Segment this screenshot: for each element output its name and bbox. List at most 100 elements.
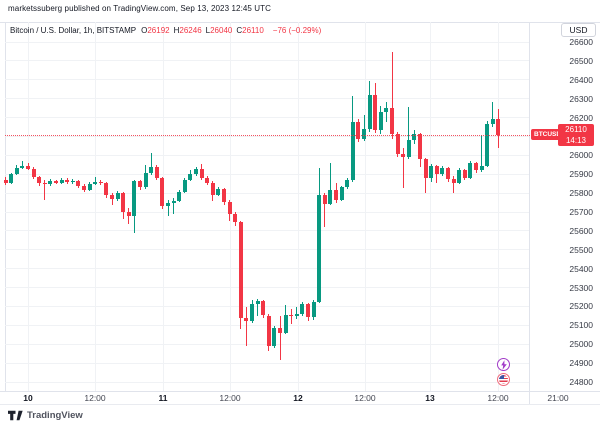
candle-body (390, 108, 394, 135)
candle-body (143, 173, 148, 188)
ohlc-H: H26246 (173, 26, 202, 35)
candle-wick (408, 106, 410, 160)
candle-body (194, 168, 198, 174)
candle-body (227, 202, 232, 214)
us-economic-event-icon[interactable] (497, 373, 510, 386)
candle-wick (257, 298, 259, 317)
footer-brand[interactable]: TradingView (8, 410, 83, 421)
candle-body (171, 200, 176, 204)
price-tick-label: 25000 (569, 339, 593, 350)
symbol-title[interactable]: Bitcoin / U.S. Dollar, 1h, BITSTAMP (10, 26, 137, 35)
candle-body (3, 179, 8, 183)
grid-line-h (5, 249, 529, 251)
ohlc-L: L26040 (205, 26, 233, 35)
candle-body (138, 181, 142, 188)
time-tick-label: 10 (23, 393, 33, 403)
grid-line-h (5, 287, 529, 289)
lightning-icon (500, 359, 507, 370)
candle-body (115, 193, 120, 200)
candle-wick (385, 102, 387, 122)
time-tick-label: 12 (293, 393, 303, 403)
candle-body (177, 191, 182, 201)
candle-wick (329, 162, 331, 206)
price-tick-label: 25100 (569, 320, 593, 331)
time-tick-label: 13 (425, 393, 435, 403)
candle-body (300, 304, 305, 314)
candle-body (401, 154, 406, 157)
candle-wick (44, 180, 46, 200)
candle-body (121, 193, 126, 213)
candle-wick (402, 148, 404, 188)
candle-body (98, 181, 103, 184)
candle-body (457, 170, 462, 184)
candle-body (294, 313, 299, 317)
price-tick-label: 25800 (569, 188, 593, 199)
symbol-price-chip: BTCUSD (531, 129, 565, 140)
candle-body (322, 195, 327, 205)
price-tick-label: 24900 (569, 358, 593, 369)
candle-wick (167, 200, 169, 217)
candle-body (283, 314, 288, 333)
candle-body (345, 179, 350, 188)
candle-wick (21, 161, 23, 170)
time-tick-label: 12:00 (219, 393, 241, 403)
tradingview-logo-icon (8, 410, 23, 421)
candle-body (429, 166, 434, 178)
grid-line-v (498, 22, 499, 391)
candle-wick (296, 307, 298, 319)
price-tick-label: 24800 (569, 377, 593, 387)
price-tick-label: 26300 (569, 93, 593, 104)
candle-body (82, 185, 86, 190)
chart-legend: Bitcoin / U.S. Dollar, 1h, BITSTAMP O261… (10, 26, 321, 35)
candle-body (160, 178, 165, 206)
price-tick-label: 25600 (569, 225, 593, 236)
candle-body (233, 213, 238, 223)
crypto-event-icon[interactable] (497, 358, 510, 371)
candle-body (278, 327, 282, 333)
grid-line-h (5, 305, 529, 307)
chart-plot-area[interactable] (5, 22, 529, 391)
candle-body (154, 167, 159, 178)
candle-wick (245, 306, 247, 346)
last-price-line (5, 134, 558, 136)
candle-body (423, 158, 428, 178)
candle-body (339, 187, 344, 200)
bar-countdown: 14:13 (565, 136, 587, 145)
candle-body (350, 121, 355, 180)
candle-wick (436, 165, 438, 184)
candle-body (76, 180, 81, 186)
candle-body (104, 183, 109, 196)
candle-body (418, 134, 422, 159)
candle-body (373, 94, 378, 131)
candle-wick (363, 115, 365, 141)
candle-body (378, 111, 383, 131)
time-tick-label: 12:00 (84, 393, 106, 403)
candle-body (110, 195, 114, 200)
price-tick-label: 26000 (569, 150, 593, 161)
candle-wick (324, 192, 326, 227)
candle-body (367, 94, 372, 130)
candle-body (31, 168, 36, 178)
grid-line-h (5, 135, 529, 137)
candle-body (42, 182, 47, 184)
candle-body (266, 315, 271, 346)
time-tick-label: 12:00 (354, 393, 376, 403)
candle-body (272, 327, 277, 346)
currency-usd-button[interactable]: USD (561, 23, 596, 37)
grid-line-v (95, 22, 96, 391)
candle-body (210, 182, 215, 195)
grid-line-v (28, 22, 29, 391)
price-tick-label: 25700 (569, 207, 593, 217)
price-axis[interactable] (529, 22, 600, 391)
ohlc-C: C26110 (236, 26, 264, 35)
time-axis[interactable] (0, 391, 600, 404)
attribution-text: marketssuberg published on TradingView.c… (8, 4, 272, 13)
candle-body (496, 119, 501, 135)
time-tick-label: 12:00 (487, 393, 509, 403)
grid-line-h (5, 98, 529, 100)
change-value: −76 (−0.29%) (272, 26, 322, 35)
candle-body (479, 165, 484, 171)
price-tick-label: 25200 (569, 301, 593, 312)
ohlc-values: O26192 H26246 L26040 C26110 (141, 26, 268, 35)
us-flag-icon (499, 375, 508, 384)
